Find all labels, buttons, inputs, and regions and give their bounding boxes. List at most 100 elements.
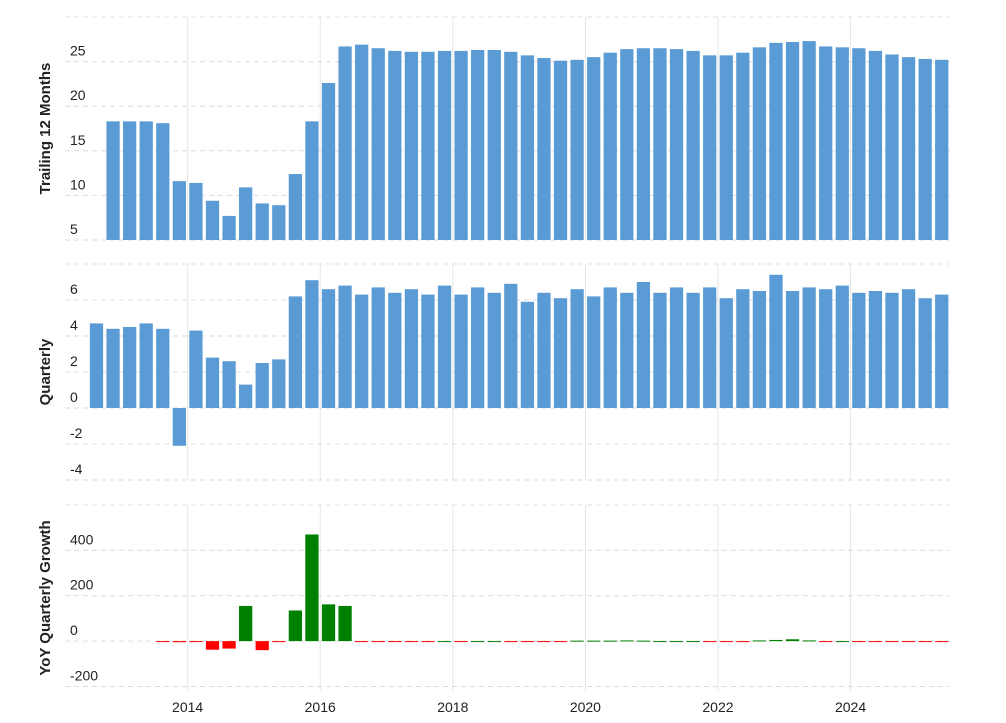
bar [570, 289, 584, 408]
bar [868, 641, 883, 643]
bar [205, 641, 220, 650]
bar [222, 361, 236, 408]
bar [123, 121, 137, 240]
y-tick-label: -200 [70, 667, 98, 683]
bar [736, 641, 750, 643]
bar [355, 44, 369, 240]
bar [587, 57, 601, 240]
bar [752, 640, 767, 642]
bar [537, 58, 551, 241]
bar [222, 215, 236, 240]
bar [703, 55, 717, 240]
bar [553, 60, 568, 240]
y-tick-label: -4 [70, 461, 83, 477]
bar [437, 285, 452, 408]
bar [901, 289, 916, 408]
bar [421, 641, 435, 643]
bar [189, 330, 203, 408]
bar [686, 50, 700, 241]
bar [603, 52, 617, 241]
bar [338, 46, 352, 240]
bar [421, 294, 435, 408]
bar [321, 604, 336, 642]
bar [852, 292, 866, 408]
bar [653, 48, 667, 240]
bar [769, 274, 783, 408]
y-tick-label: 0 [70, 389, 78, 405]
bar [139, 121, 153, 240]
y-tick-label: 20 [70, 87, 86, 103]
x-tick-label: 2024 [835, 699, 866, 715]
bar [156, 123, 170, 240]
bar [918, 298, 932, 408]
bar [288, 296, 302, 408]
bar [239, 605, 253, 642]
bar [620, 49, 634, 240]
bar [719, 298, 733, 408]
bar [868, 291, 883, 408]
bar [719, 641, 733, 643]
bar [189, 641, 203, 643]
y-tick-label: 6 [70, 281, 78, 297]
bar [338, 285, 352, 408]
y-tick-label: -2 [70, 425, 83, 441]
bar [819, 641, 833, 643]
bar [305, 280, 319, 408]
bar [239, 384, 253, 408]
bar [553, 641, 568, 643]
bar [421, 51, 435, 241]
bar [852, 641, 866, 643]
bar [520, 55, 535, 240]
bar [255, 363, 269, 408]
bar [703, 287, 717, 408]
bar [752, 291, 767, 408]
y-tick-label: 5 [70, 221, 78, 237]
bar [189, 182, 203, 240]
bar [636, 48, 651, 240]
bar [703, 641, 717, 643]
bar [172, 641, 186, 643]
bar [802, 41, 816, 240]
x-tick-label: 2018 [437, 699, 468, 715]
bar [636, 640, 651, 642]
bar [388, 641, 402, 643]
y-axis-label: YoY Quarterly Growth [37, 520, 54, 675]
bar [852, 48, 866, 240]
bar [487, 292, 501, 408]
bar [172, 408, 186, 446]
bar [272, 641, 286, 643]
bar [123, 327, 137, 408]
bar [587, 296, 601, 408]
y-tick-label: 4 [70, 317, 78, 333]
bar [288, 610, 302, 642]
y-axis-label: Trailing 12 Months [37, 63, 54, 195]
bar [106, 121, 120, 240]
bar [835, 641, 849, 643]
bar [504, 641, 518, 643]
bar [769, 639, 783, 642]
bar [686, 641, 700, 643]
bar [205, 357, 220, 408]
x-tick-label: 2020 [570, 699, 601, 715]
y-tick-label: 200 [70, 577, 94, 593]
bar [620, 292, 634, 408]
bar [272, 205, 286, 240]
bar [802, 287, 816, 408]
bar [205, 200, 220, 240]
bar [653, 641, 667, 643]
bar [785, 41, 800, 241]
bar [520, 641, 535, 643]
bar [537, 292, 551, 408]
bar [603, 640, 617, 642]
bar [437, 50, 452, 241]
bar [868, 50, 883, 241]
x-tick-label: 2014 [172, 699, 203, 715]
bar [255, 203, 269, 240]
bar [437, 641, 452, 643]
y-tick-label: 15 [70, 132, 86, 148]
bar [935, 294, 949, 408]
x-tick-label: 2022 [702, 699, 733, 715]
bar [918, 641, 932, 643]
bar [570, 59, 584, 240]
